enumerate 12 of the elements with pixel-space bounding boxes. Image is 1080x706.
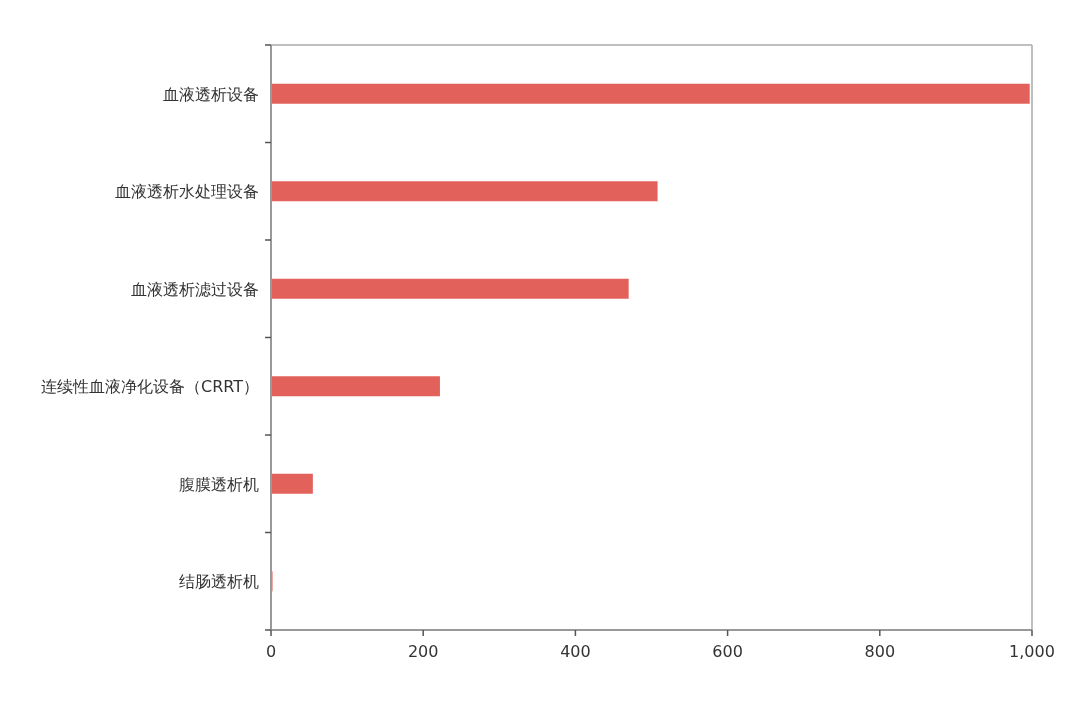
y-tick-label: 血液透析水处理设备 (115, 182, 259, 202)
y-tick-label: 连续性血液净化设备（CRRT） (40, 377, 259, 397)
x-tick-label: 400 (560, 642, 591, 661)
x-tick-label: 0 (265, 642, 277, 661)
x-tick-label: 800 (864, 642, 896, 661)
y-tick-label: 血液透析设备 (163, 84, 259, 104)
x-tick-label: 200 (407, 642, 439, 661)
x-tick-label: 1,000 (1009, 642, 1055, 661)
y-tick-label: 结肠透析机 (179, 572, 259, 592)
x-tick-label: 600 (712, 642, 743, 661)
y-tick-label: 血液透析滤过设备 (131, 279, 259, 299)
y-tick-label: 腹膜透析机 (179, 474, 259, 494)
